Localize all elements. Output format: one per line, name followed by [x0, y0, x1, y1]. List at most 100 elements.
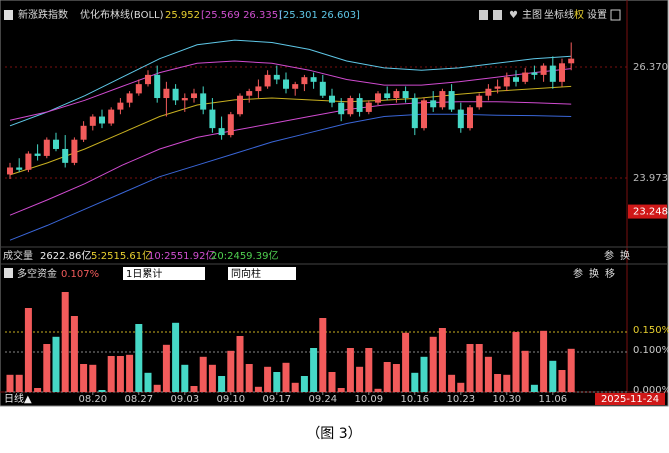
- bar: [34, 388, 42, 392]
- button[interactable]: 权: [574, 8, 584, 21]
- button[interactable]: 移: [605, 267, 615, 280]
- bar: [530, 384, 538, 392]
- bar: [254, 386, 262, 392]
- y-tick-label: 0.000%: [633, 385, 669, 396]
- candle-body: [71, 139, 78, 163]
- panel-bg: [0, 0, 669, 407]
- candle-body: [200, 93, 207, 110]
- dropdown[interactable]: [228, 267, 296, 280]
- y-tick-label: 26.370: [633, 62, 668, 73]
- candle-body: [283, 79, 289, 89]
- icon[interactable]: [4, 10, 13, 20]
- candle-body: [246, 91, 253, 96]
- bar: [172, 322, 180, 392]
- volume-label: 成交量: [3, 249, 33, 262]
- bar: [273, 372, 281, 392]
- candle-body: [292, 84, 299, 89]
- candle-body: [227, 114, 234, 136]
- bar: [356, 366, 364, 392]
- candle-body: [25, 153, 32, 170]
- dropdown[interactable]: [123, 267, 205, 280]
- candle-body: [522, 72, 529, 82]
- period[interactable]: 日线▲: [4, 392, 32, 405]
- zoom-in[interactable]: [479, 10, 488, 20]
- candle-body: [218, 128, 225, 136]
- candle-body: [163, 88, 170, 99]
- button[interactable]: 换: [589, 267, 599, 280]
- candle-body: [476, 95, 483, 108]
- bar: [521, 350, 529, 392]
- bar: [549, 360, 557, 392]
- candle-body: [145, 74, 151, 85]
- candle-body: [485, 88, 492, 96]
- candle-body: [34, 153, 41, 156]
- mid-value: 25.952: [165, 10, 200, 21]
- x-tick-label: 11.06: [538, 394, 567, 405]
- date-box: [595, 393, 665, 405]
- close-icon[interactable]: [610, 9, 621, 21]
- band-line: [9, 113, 572, 241]
- button[interactable]: 参: [573, 267, 583, 280]
- x-tick-label: 09.24: [308, 394, 337, 405]
- bar: [98, 390, 106, 392]
- bar: [15, 374, 23, 392]
- icon[interactable]: [4, 268, 13, 278]
- candle-body: [503, 77, 510, 87]
- bar: [411, 372, 419, 392]
- bar: [6, 374, 14, 392]
- candle-body: [467, 107, 473, 129]
- button[interactable]: 设置: [587, 9, 607, 21]
- bar: [80, 364, 88, 392]
- bar: [181, 364, 189, 392]
- button[interactable]: 参: [604, 249, 614, 262]
- bar: [282, 362, 290, 392]
- bar: [466, 344, 474, 392]
- candle-body: [126, 93, 133, 103]
- candle-body: [448, 91, 455, 110]
- candle-body: [99, 116, 105, 124]
- volume-ma: 5:2515.61亿: [91, 249, 152, 262]
- button[interactable]: 换: [620, 249, 630, 262]
- bar: [310, 348, 318, 392]
- candle-body: [439, 91, 446, 108]
- x-tick-label: 10.16: [400, 394, 429, 405]
- candle-body: [319, 81, 326, 96]
- indicator-label: 多空资金: [17, 267, 57, 280]
- candle-body: [264, 74, 271, 87]
- y-tick-label: 0.150%: [633, 325, 669, 336]
- heart-icon[interactable]: ♥: [509, 10, 518, 21]
- volume-total: 2622.86亿: [40, 249, 91, 262]
- bar: [300, 376, 308, 392]
- bar: [162, 344, 170, 392]
- x-tick-label: 09.17: [262, 394, 291, 405]
- bar: [218, 376, 226, 392]
- bar: [503, 374, 511, 392]
- candle-body: [531, 72, 538, 75]
- bar: [61, 292, 69, 392]
- candle-body: [135, 84, 142, 94]
- bar: [337, 388, 345, 392]
- dropdown-text[interactable]: 同向柱: [231, 267, 261, 280]
- bar: [291, 382, 299, 392]
- dropdown-text[interactable]: 1日累计: [126, 267, 162, 280]
- zoom-out[interactable]: [493, 10, 502, 20]
- bar: [429, 336, 437, 392]
- button[interactable]: 主图: [522, 9, 542, 21]
- candle-body: [7, 167, 13, 175]
- candle-body: [53, 139, 59, 149]
- bar: [153, 384, 161, 392]
- bar: [116, 356, 124, 392]
- candle-body: [384, 93, 391, 99]
- candle-body: [310, 77, 317, 82]
- bar: [365, 348, 373, 392]
- button[interactable]: 坐标线: [544, 8, 574, 21]
- y-tick-label: 0.100%: [633, 345, 669, 356]
- price-marker: [628, 204, 667, 219]
- bar: [126, 354, 134, 392]
- candle-body: [329, 95, 335, 103]
- bar: [107, 356, 115, 392]
- candle-body: [375, 93, 381, 103]
- candle-body: [457, 109, 464, 129]
- candle-body: [181, 98, 188, 101]
